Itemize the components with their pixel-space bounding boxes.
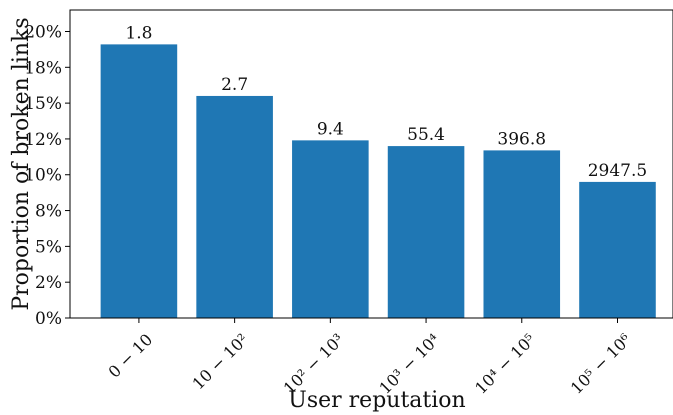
y-tick-label-3: 8% — [35, 202, 62, 222]
x-tick-label-1: 10 − 10² — [189, 330, 252, 393]
y-axis-title: Proportion of broken links — [9, 17, 34, 310]
bar-value-label-4: 396.8 — [497, 129, 546, 149]
y-tick-label-2: 5% — [35, 237, 62, 257]
bar-3 — [387, 146, 465, 318]
bar-1 — [196, 95, 273, 318]
y-tick-label-5: 12% — [24, 130, 62, 150]
bar-labels-layer: 1.8 2.7 9.4 55.4 396.8 2947.5 — [125, 23, 647, 181]
y-tick-label-8: 20% — [24, 22, 62, 42]
y-tick-label-0: 0% — [35, 309, 62, 329]
y-tick-label-1: 2% — [35, 273, 62, 293]
bar-value-label-3: 55.4 — [407, 125, 445, 145]
x-tick-label-0: 0 − 10 — [105, 330, 157, 382]
bar-2 — [292, 140, 369, 318]
x-tick-label-4: 10⁴ − 10⁵ — [471, 330, 539, 398]
y-tick-label-4: 10% — [24, 166, 62, 186]
x-axis-ticks: 0 − 10 10 − 10² 10² − 10³ 10³ − 10⁴ 10⁴ − 10… — [105, 318, 635, 398]
x-tick-label-5: 10⁵ − 10⁶ — [567, 330, 635, 398]
y-tick-label-6: 15% — [24, 94, 62, 114]
bar-0 — [100, 44, 178, 318]
bar-value-label-0: 1.8 — [125, 23, 152, 43]
bar-value-label-5: 2947.5 — [588, 161, 647, 181]
x-axis-title: User reputation — [288, 388, 465, 413]
bars-layer — [100, 44, 656, 318]
bar-4 — [483, 150, 561, 318]
bar-5 — [579, 181, 656, 318]
y-tick-label-7: 18% — [24, 58, 62, 78]
bar-value-label-1: 2.7 — [221, 75, 248, 95]
bar-value-label-2: 9.4 — [317, 119, 344, 139]
y-axis-ticks: 0% 2% 5% 8% 10% 12% 15% 18% 20% — [24, 22, 70, 329]
plot-frame — [69, 9, 673, 319]
